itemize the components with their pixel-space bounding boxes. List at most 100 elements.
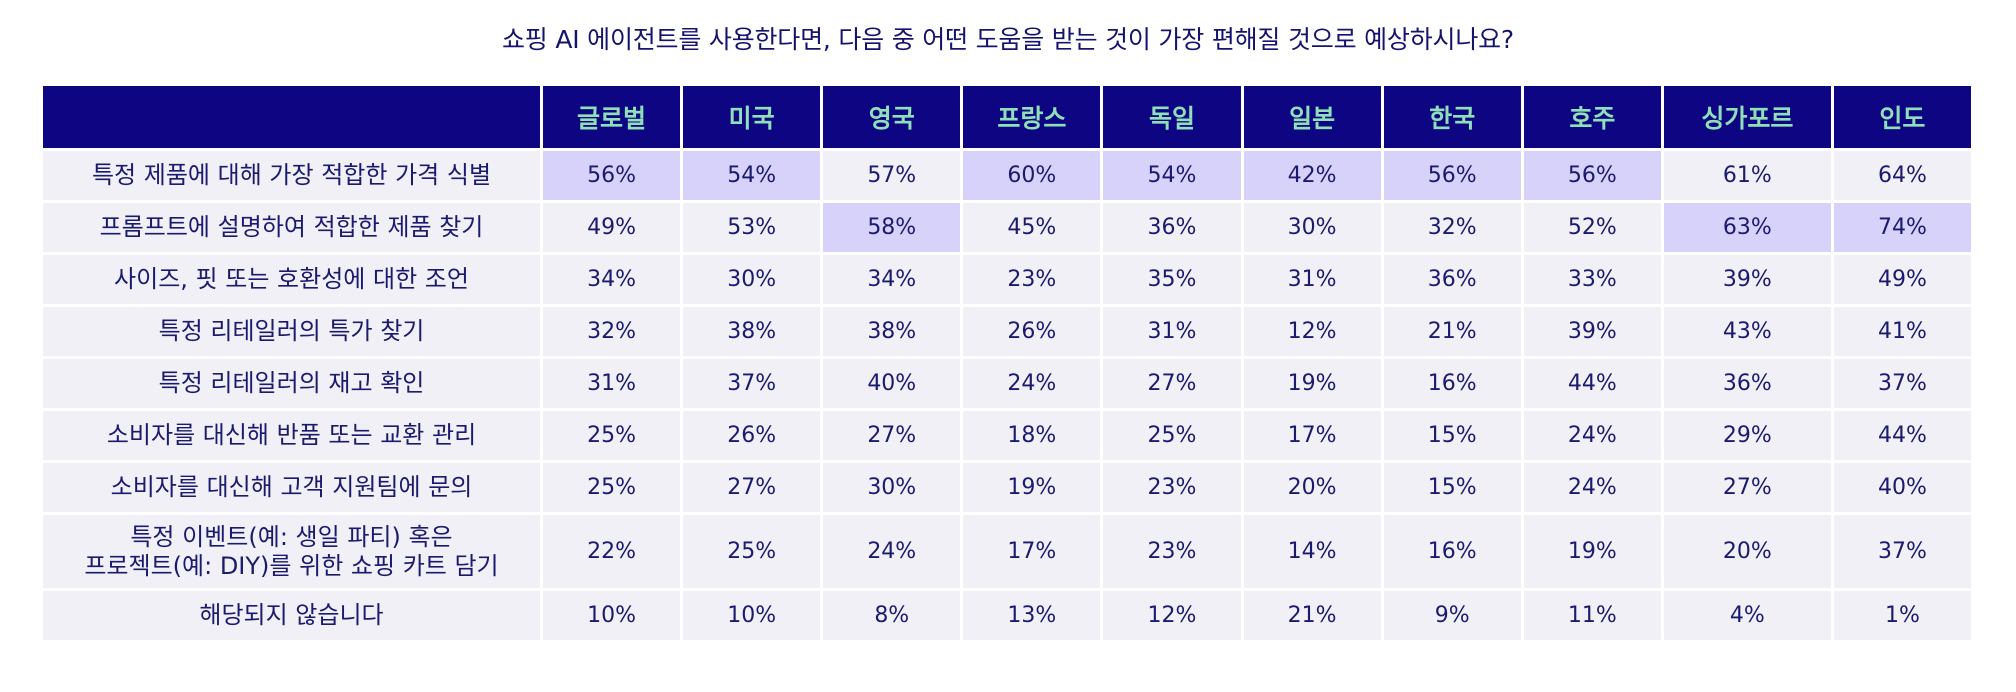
value-cell: 56% (543, 151, 681, 200)
value-cell: 74% (1833, 203, 1971, 252)
column-header: 싱가포르 (1663, 86, 1831, 148)
value-cell: 30% (823, 463, 961, 512)
value-cell: 23% (963, 255, 1101, 304)
value-cell: 4% (1663, 591, 1831, 640)
value-cell: 33% (1523, 255, 1661, 304)
value-cell: 17% (963, 515, 1101, 588)
value-cell: 64% (1833, 151, 1971, 200)
value-cell: 19% (963, 463, 1101, 512)
row-label: 프롬프트에 설명하여 적합한 제품 찾기 (43, 203, 540, 252)
value-cell: 1% (1833, 591, 1971, 640)
value-cell: 16% (1383, 359, 1521, 408)
value-cell: 31% (1243, 255, 1381, 304)
value-cell: 25% (683, 515, 821, 588)
value-cell: 15% (1383, 411, 1521, 460)
table-row: 해당되지 않습니다 10% 10% 8% 13% 12% 21% 9% 11% 4% 1% (43, 591, 1971, 640)
value-cell: 14% (1243, 515, 1381, 588)
value-cell: 27% (823, 411, 961, 460)
value-cell: 30% (1243, 203, 1381, 252)
value-cell: 24% (823, 515, 961, 588)
table-row: 프롬프트에 설명하여 적합한 제품 찾기 49% 53% 58% 45% 36% 30% 32… (43, 203, 1971, 252)
column-header: 한국 (1383, 86, 1521, 148)
table-row: 특정 리테일러의 특가 찾기 32% 38% 38% 26% 31% 12% 21% 39% 43… (43, 307, 1971, 356)
value-cell: 31% (543, 359, 681, 408)
row-label-line: 특정 이벤트(예: 생일 파티) 혹은 (130, 522, 453, 551)
value-cell: 19% (1523, 515, 1661, 588)
value-cell: 38% (683, 307, 821, 356)
table-body: 특정 제품에 대해 가장 적합한 가격 식별 56% 54% 57% 60% 54% 42%… (43, 151, 1971, 640)
value-cell: 17% (1243, 411, 1381, 460)
column-header: 일본 (1243, 86, 1381, 148)
value-cell: 19% (1243, 359, 1381, 408)
value-cell: 27% (1663, 463, 1831, 512)
value-cell: 16% (1383, 515, 1521, 588)
value-cell: 61% (1663, 151, 1831, 200)
row-label: 특정 제품에 대해 가장 적합한 가격 식별 (43, 151, 540, 200)
value-cell: 26% (683, 411, 821, 460)
row-label: 소비자를 대신해 고객 지원팀에 문의 (43, 463, 540, 512)
value-cell: 45% (963, 203, 1101, 252)
value-cell: 15% (1383, 463, 1521, 512)
row-label-line: 프로젝트(예: DIY)를 위한 쇼핑 카트 담기 (84, 551, 499, 580)
value-cell: 23% (1103, 463, 1241, 512)
column-header: 호주 (1523, 86, 1661, 148)
value-cell: 11% (1523, 591, 1661, 640)
column-header: 글로벌 (543, 86, 681, 148)
value-cell: 25% (543, 411, 681, 460)
value-cell: 24% (1523, 463, 1661, 512)
value-cell: 21% (1243, 591, 1381, 640)
value-cell: 10% (683, 591, 821, 640)
column-header: 독일 (1103, 86, 1241, 148)
value-cell: 56% (1383, 151, 1521, 200)
value-cell: 36% (1663, 359, 1831, 408)
value-cell: 18% (963, 411, 1101, 460)
column-header: 인도 (1833, 86, 1971, 148)
value-cell: 13% (963, 591, 1101, 640)
value-cell: 24% (1523, 411, 1661, 460)
value-cell: 44% (1833, 411, 1971, 460)
value-cell: 57% (823, 151, 961, 200)
column-header: 미국 (683, 86, 821, 148)
value-cell: 49% (1833, 255, 1971, 304)
value-cell: 40% (823, 359, 961, 408)
value-cell: 42% (1243, 151, 1381, 200)
value-cell: 36% (1103, 203, 1241, 252)
value-cell: 26% (963, 307, 1101, 356)
chart-title: 쇼핑 AI 에이전트를 사용한다면, 다음 중 어떤 도움을 받는 것이 가장 … (501, 25, 1514, 54)
value-cell: 12% (1103, 591, 1241, 640)
row-label: 특정 이벤트(예: 생일 파티) 혹은 프로젝트(예: DIY)를 위한 쇼핑 카… (43, 515, 540, 588)
value-cell: 12% (1243, 307, 1381, 356)
value-cell: 37% (1833, 515, 1971, 588)
value-cell: 34% (823, 255, 961, 304)
value-cell: 9% (1383, 591, 1521, 640)
value-cell: 22% (543, 515, 681, 588)
value-cell: 27% (683, 463, 821, 512)
value-cell: 36% (1383, 255, 1521, 304)
value-cell: 40% (1833, 463, 1971, 512)
value-cell: 8% (823, 591, 961, 640)
value-cell: 27% (1103, 359, 1241, 408)
table-row: 특정 제품에 대해 가장 적합한 가격 식별 56% 54% 57% 60% 54% 42%… (43, 151, 1971, 200)
value-cell: 24% (963, 359, 1101, 408)
value-cell: 32% (543, 307, 681, 356)
table-row: 특정 이벤트(예: 생일 파티) 혹은 프로젝트(예: DIY)를 위한 쇼핑 카… (43, 515, 1971, 588)
row-label: 특정 리테일러의 특가 찾기 (43, 307, 540, 356)
value-cell: 54% (1103, 151, 1241, 200)
value-cell: 25% (543, 463, 681, 512)
value-cell: 56% (1523, 151, 1661, 200)
value-cell: 30% (683, 255, 821, 304)
value-cell: 63% (1663, 203, 1831, 252)
value-cell: 39% (1663, 255, 1831, 304)
column-header: 영국 (823, 86, 961, 148)
value-cell: 44% (1523, 359, 1661, 408)
value-cell: 10% (543, 591, 681, 640)
table-row: 사이즈, 핏 또는 호환성에 대한 조언 34% 30% 34% 23% 35% 31% 36… (43, 255, 1971, 304)
value-cell: 31% (1103, 307, 1241, 356)
table-row: 특정 리테일러의 재고 확인 31% 37% 40% 24% 27% 19% 16% 44% 36… (43, 359, 1971, 408)
value-cell: 53% (683, 203, 821, 252)
value-cell: 20% (1243, 463, 1381, 512)
data-table: 글로벌 미국 영국 프랑스 독일 일본 한국 호주 싱가포르 인도 특정 제품에… (40, 83, 1974, 643)
value-cell: 58% (823, 203, 961, 252)
column-header: 프랑스 (963, 86, 1101, 148)
value-cell: 49% (543, 203, 681, 252)
